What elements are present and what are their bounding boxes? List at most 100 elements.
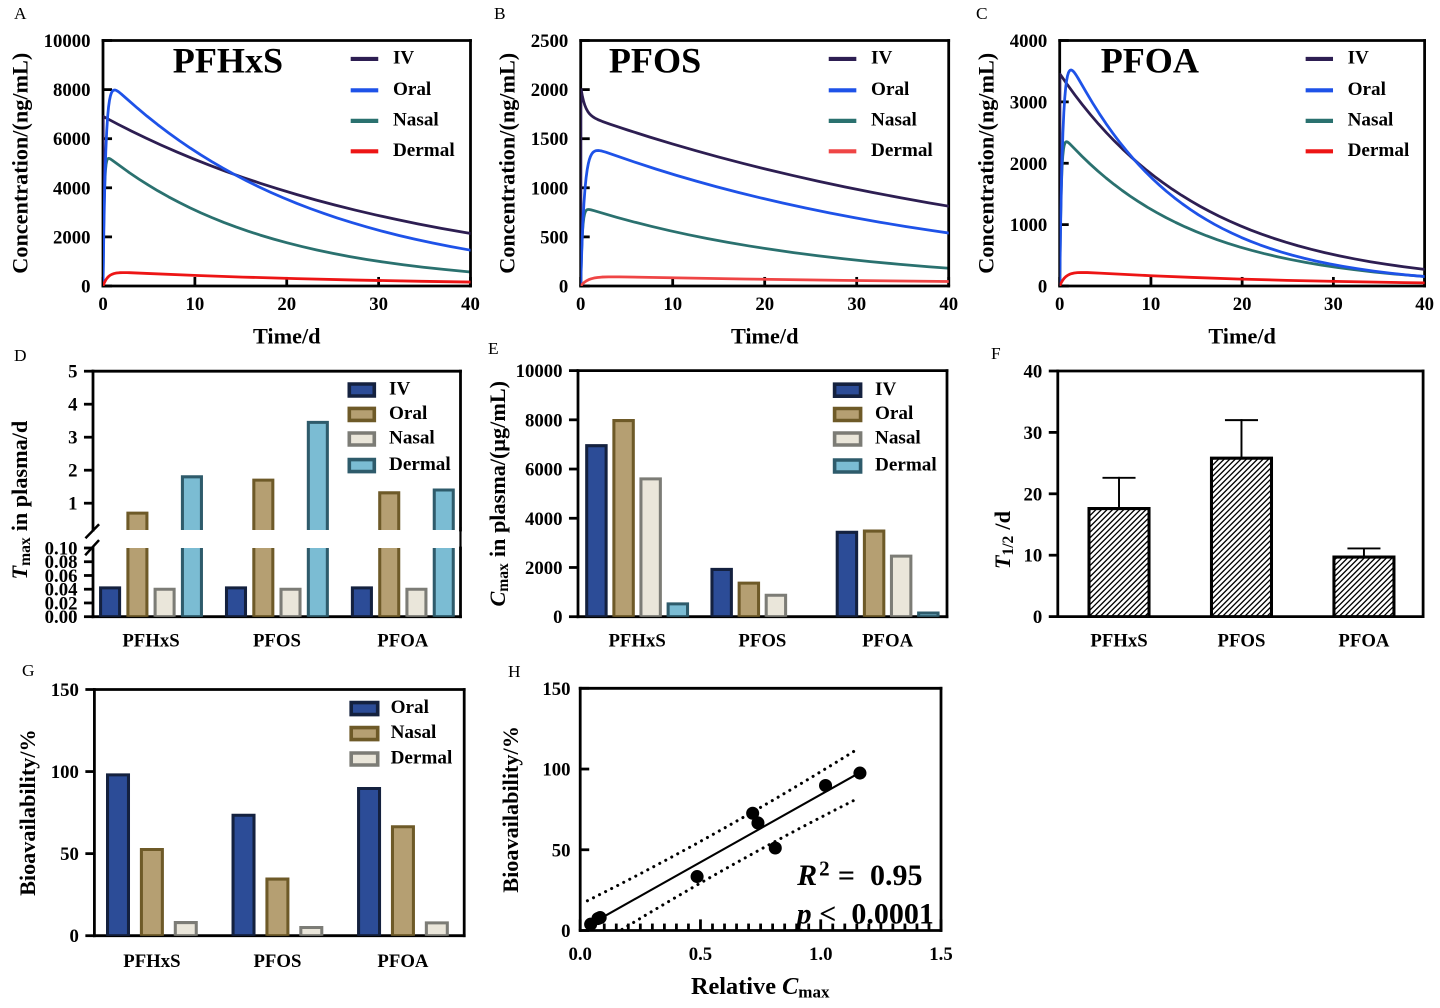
svg-text:0.10: 0.10 xyxy=(45,539,78,560)
svg-text:IV: IV xyxy=(389,379,410,400)
svg-text:0: 0 xyxy=(1038,277,1047,298)
svg-text:0: 0 xyxy=(561,921,570,942)
svg-text:Dermal: Dermal xyxy=(875,455,937,476)
svg-text:40: 40 xyxy=(1415,294,1434,315)
svg-text:10: 10 xyxy=(185,294,204,315)
svg-text:0: 0 xyxy=(576,294,585,315)
svg-text:6000: 6000 xyxy=(53,129,91,150)
svg-text:6000: 6000 xyxy=(525,460,563,481)
svg-text:30: 30 xyxy=(1324,294,1343,315)
svg-text:C m a x: C m a x i n p l a s m a / ( μ g / m L ) xyxy=(485,381,513,607)
svg-text:2000: 2000 xyxy=(531,80,569,101)
svg-text:H: H xyxy=(508,662,521,681)
svg-text:A: A xyxy=(14,4,27,23)
svg-text:Oral: Oral xyxy=(393,79,431,100)
svg-text:F: F xyxy=(991,344,1001,363)
svg-text:T m a x: T m a x i n p l a s m a / d xyxy=(7,420,35,579)
svg-text:4000: 4000 xyxy=(53,178,91,199)
svg-text:0.0: 0.0 xyxy=(568,944,591,965)
svg-text:IV: IV xyxy=(871,48,892,69)
svg-text:PFHxS: PFHxS xyxy=(608,630,665,651)
svg-text:30: 30 xyxy=(847,294,866,315)
svg-text:Time/d: Time/d xyxy=(1208,323,1276,348)
svg-text:PFOS: PFOS xyxy=(609,41,701,81)
svg-text:8000: 8000 xyxy=(525,410,563,431)
svg-text:20: 20 xyxy=(277,294,296,315)
svg-text:PFOA: PFOA xyxy=(377,951,428,972)
svg-text:PFHxS: PFHxS xyxy=(123,951,180,972)
svg-text:C: C xyxy=(976,4,988,23)
svg-text:Nasal: Nasal xyxy=(389,428,435,449)
svg-text:0.08: 0.08 xyxy=(45,552,78,573)
svg-text:IV: IV xyxy=(1348,48,1369,69)
svg-text:Dermal: Dermal xyxy=(389,454,451,475)
svg-text:0: 0 xyxy=(559,277,568,298)
svg-text:40: 40 xyxy=(461,294,480,315)
svg-text:T 1 / 2: T 1 / 2 / d xyxy=(990,510,1018,569)
svg-text:0: 0 xyxy=(1055,294,1064,315)
svg-text:Bioavailability/%: Bioavailability/% xyxy=(15,729,40,896)
svg-text:40: 40 xyxy=(939,294,958,315)
svg-text:R 2 =: R 2 = 0 . 9 5 xyxy=(796,855,922,892)
svg-text:Nasal: Nasal xyxy=(1348,109,1394,130)
svg-text:8000: 8000 xyxy=(53,80,91,101)
svg-text:Dermal: Dermal xyxy=(393,140,455,161)
svg-text:2500: 2500 xyxy=(531,31,569,52)
svg-text:Oral: Oral xyxy=(871,79,909,100)
svg-text:Concentration/(ng/mL): Concentration/(ng/mL) xyxy=(974,53,999,274)
svg-text:Oral: Oral xyxy=(389,403,427,424)
svg-text:2: 2 xyxy=(68,461,77,482)
svg-text:PFOA: PFOA xyxy=(1101,41,1199,81)
svg-text:Nasal: Nasal xyxy=(393,109,439,130)
svg-text:2000: 2000 xyxy=(53,227,91,248)
svg-text:Time/d: Time/d xyxy=(731,323,799,348)
svg-text:0: 0 xyxy=(81,277,90,298)
svg-text:PFOS: PFOS xyxy=(253,951,301,972)
svg-text:150: 150 xyxy=(542,679,570,700)
svg-text:10: 10 xyxy=(1023,546,1042,567)
svg-text:PFHxS: PFHxS xyxy=(122,630,179,651)
svg-text:1000: 1000 xyxy=(531,178,569,199)
svg-text:1.5: 1.5 xyxy=(929,944,952,965)
svg-text:10000: 10000 xyxy=(516,361,563,382)
svg-text:IV: IV xyxy=(393,48,414,69)
svg-text:0.5: 0.5 xyxy=(689,944,712,965)
svg-text:PFOS: PFOS xyxy=(253,630,301,651)
svg-text:500: 500 xyxy=(540,227,568,248)
svg-text:Oral: Oral xyxy=(1348,79,1386,100)
svg-text:30: 30 xyxy=(369,294,388,315)
svg-text:2000: 2000 xyxy=(525,558,563,579)
svg-text:PFHxS: PFHxS xyxy=(1090,630,1147,651)
svg-text:30: 30 xyxy=(1023,423,1042,444)
svg-text:50: 50 xyxy=(552,840,571,861)
svg-text:Bioavailability/%: Bioavailability/% xyxy=(498,726,523,893)
svg-text:Dermal: Dermal xyxy=(391,748,453,769)
svg-text:Time/d: Time/d xyxy=(253,323,321,348)
svg-text:5: 5 xyxy=(68,362,77,383)
svg-text:1: 1 xyxy=(68,494,77,515)
svg-text:50: 50 xyxy=(60,844,79,865)
svg-text:100: 100 xyxy=(51,762,79,783)
svg-text:10000: 10000 xyxy=(44,31,91,52)
svg-text:Dermal: Dermal xyxy=(1348,140,1410,161)
svg-text:Concentration/(ng/mL): Concentration/(ng/mL) xyxy=(8,53,33,274)
svg-text:0.04: 0.04 xyxy=(45,580,78,601)
svg-text:0.06: 0.06 xyxy=(45,566,78,587)
svg-text:0: 0 xyxy=(1033,607,1042,628)
svg-text:p <: p < 0 . 0 0 0 1 xyxy=(794,897,934,930)
svg-text:B: B xyxy=(494,4,506,23)
svg-text:4000: 4000 xyxy=(1010,31,1048,52)
svg-text:D: D xyxy=(14,346,27,365)
svg-text:20: 20 xyxy=(755,294,774,315)
svg-text:0: 0 xyxy=(69,926,78,947)
svg-text:3000: 3000 xyxy=(1010,92,1048,113)
svg-text:2000: 2000 xyxy=(1010,154,1048,175)
svg-text:Nasal: Nasal xyxy=(391,722,437,743)
svg-text:R e l a: R e l a t i v e C m a x xyxy=(691,973,830,1002)
svg-text:1000: 1000 xyxy=(1010,215,1048,236)
svg-text:Dermal: Dermal xyxy=(871,140,933,161)
svg-text:1.0: 1.0 xyxy=(809,944,832,965)
svg-text:Oral: Oral xyxy=(875,403,913,424)
svg-text:G: G xyxy=(22,661,35,680)
svg-text:E: E xyxy=(488,339,499,358)
